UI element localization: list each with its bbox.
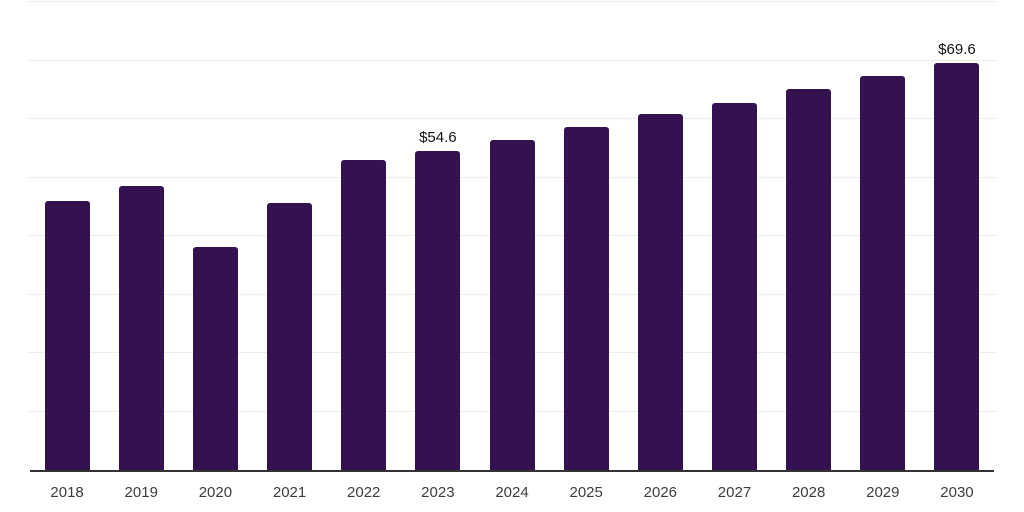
bar-2025[interactable] — [563, 126, 609, 470]
bar-2023[interactable] — [415, 150, 461, 470]
plot-area: $54.6 $69.6 — [28, 0, 997, 470]
x-tick-2027: 2027 — [717, 484, 752, 501]
bar-group-2026 — [623, 0, 697, 470]
bar-group-2029 — [846, 0, 920, 470]
bar-group-2025 — [549, 0, 623, 470]
bar-group-2024 — [475, 0, 549, 470]
x-tick-2030: 2030 — [940, 484, 974, 501]
bar-group-2018 — [30, 0, 104, 470]
x-tick-2028: 2028 — [791, 484, 826, 501]
bar-group-2022 — [327, 0, 401, 470]
bar-value-label-2030: $69.6 — [938, 40, 976, 58]
bar-2021[interactable] — [267, 202, 313, 470]
x-tick-2024: 2024 — [495, 484, 529, 501]
x-tick-2020: 2020 — [198, 484, 233, 501]
bar-2026[interactable] — [637, 114, 683, 470]
x-tick-2025: 2025 — [569, 484, 603, 501]
gridline-70 — [28, 59, 997, 61]
x-tick-2023: 2023 — [421, 484, 455, 501]
bar-2027[interactable] — [711, 102, 757, 470]
bar-value-label-2023: $54.6 — [419, 128, 457, 146]
bars: $54.6 $69.6 — [30, 0, 994, 470]
x-tick-2026: 2026 — [643, 484, 678, 501]
bar-group-2023: $54.6 — [401, 0, 475, 470]
bar-group-2019 — [104, 0, 178, 470]
bar-2022[interactable] — [341, 159, 387, 470]
bar-2020[interactable] — [192, 247, 238, 470]
bar-group-2028 — [772, 0, 846, 470]
gridline-60 — [28, 118, 997, 119]
x-tick-2018: 2018 — [50, 484, 84, 501]
bar-2028[interactable] — [786, 89, 832, 470]
bar-2019[interactable] — [118, 185, 164, 470]
x-tick-2029: 2029 — [866, 484, 900, 501]
x-tick-2022: 2022 — [347, 484, 381, 501]
gridline-80 — [28, 1, 997, 2]
x-axis-line — [30, 470, 994, 472]
x-axis-labels: 2018 2019 2020 2021 2022 2023 2024 2025 2026 2027… — [30, 484, 994, 501]
bar-group-2020 — [178, 0, 252, 470]
x-tick-2019: 2019 — [124, 484, 158, 501]
bar-group-2021 — [252, 0, 326, 470]
bar-group-2030: $69.6 — [920, 0, 994, 470]
x-tick-2021: 2021 — [272, 484, 307, 501]
bar-2029[interactable] — [860, 75, 906, 470]
bar-2030[interactable] — [934, 62, 980, 470]
bar-group-2027 — [697, 0, 771, 470]
bar-2024[interactable] — [489, 140, 535, 470]
bar-2018[interactable] — [44, 200, 90, 470]
